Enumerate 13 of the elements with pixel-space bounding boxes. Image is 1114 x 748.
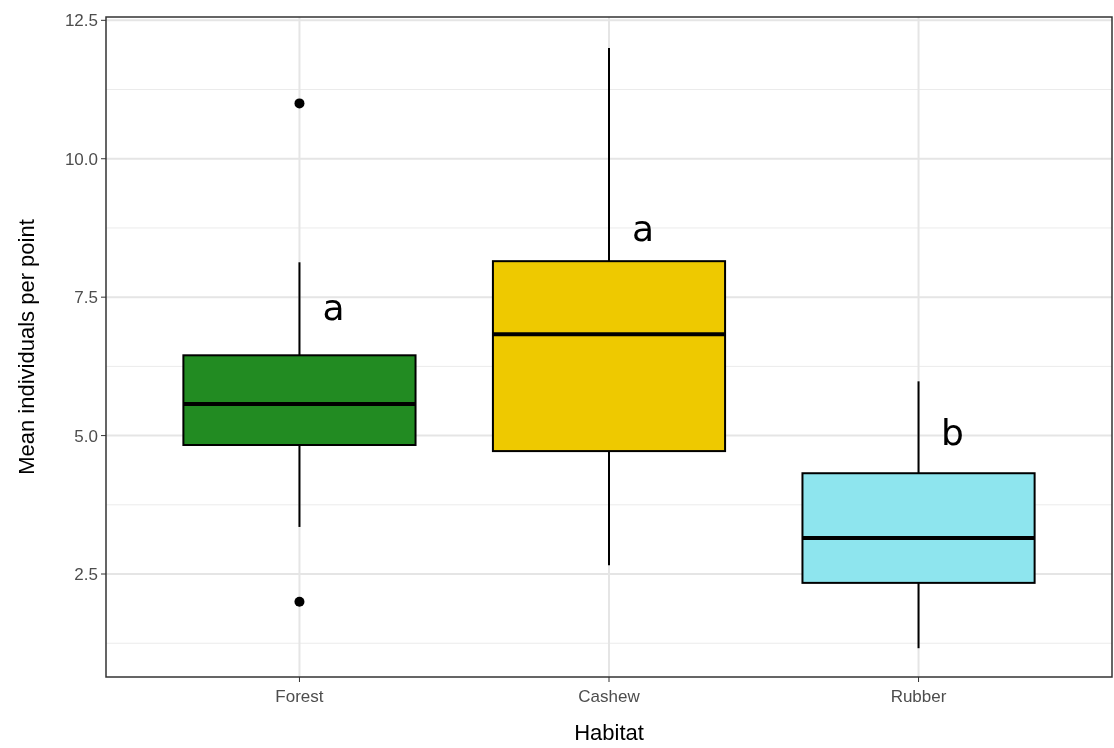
- annotation: a: [322, 286, 345, 328]
- y-tick-label: 7.5: [74, 288, 98, 308]
- x-axis-title: Habitat: [574, 720, 644, 745]
- x-tick-label: Rubber: [890, 687, 947, 706]
- annotation: a: [631, 207, 655, 249]
- y-tick-label: 12.5: [64, 11, 98, 31]
- annotation: b: [941, 412, 964, 454]
- y-tick-label: 2.5: [74, 564, 98, 584]
- x-tick-label: Cashew: [578, 687, 641, 706]
- y-tick-label: 10.0: [64, 149, 98, 169]
- x-tick-label: Forest: [275, 687, 324, 706]
- y-axis-title: Mean individuals per point: [14, 219, 39, 475]
- y-tick-label: 5.0: [74, 426, 98, 446]
